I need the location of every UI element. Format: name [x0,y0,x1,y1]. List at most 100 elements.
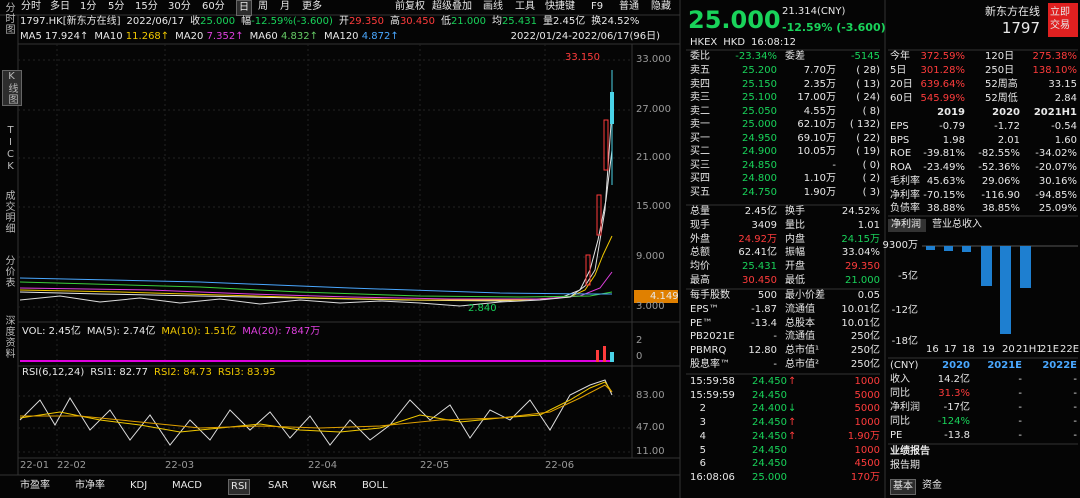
y-tick-label: -12亿 [891,305,918,316]
rsi-bar: RSI(6,12,24) RSI1: 82.77 RSI2: 84.73 RSI3: … [22,366,276,380]
price: 24.450 [752,444,787,456]
value: 1.60 [1054,134,1077,146]
tool-button[interactable]: 画线 [483,1,503,12]
price: 25.000 [688,6,781,34]
label: 报告期 [890,460,920,471]
chart-tab[interactable]: 净利润 [891,219,921,230]
y-tick-label: 9300万 [882,240,918,251]
period-tab[interactable]: 15分 [135,1,158,12]
tool-button[interactable]: 前复权 [395,1,425,12]
label: 62.10万 [797,119,836,130]
period-tab[interactable]: 更多 [302,1,322,12]
quote-bar: 1797.HK[新东方在线] 2022/06/17 收25.000 幅-12.59%(… [20,15,639,29]
indicator-tab[interactable]: KDJ [130,480,148,491]
value: 24.750 [742,186,777,198]
value: 500 [757,290,777,301]
value: 250亿 [850,359,880,370]
tool-button[interactable]: 超级叠加 [432,1,472,12]
tool-button[interactable]: 普通 [619,1,639,12]
indicator-tab[interactable]: BOLL [362,480,388,491]
chart-tab[interactable]: 营业总收入 [932,219,982,230]
value: -1.87 [751,303,777,315]
value: -17亿 [943,402,970,413]
price: 24.400 [752,403,787,415]
label: 外盘 [690,233,710,245]
time: 6 [699,458,706,470]
label: RSI3: [217,367,244,378]
side-tab[interactable]: K线图 [2,70,22,106]
value: ( 3) [862,186,880,198]
label: 16:08:12 [751,37,796,48]
indicator-tab[interactable]: RSI [228,479,251,495]
label: HKD [723,37,746,48]
side-tab[interactable]: 深度资料 [3,315,14,359]
value: 250亿 [850,331,880,343]
vol-ma: MA(10): 1.51亿 [161,325,236,339]
period-tab[interactable]: 月 [280,1,290,12]
ma: MA10 11.268↑ [94,30,169,44]
panel-tab[interactable]: 资金 [922,480,942,491]
y-tick-label: -5亿 [898,271,918,282]
period-tab[interactable]: 分时 [21,1,41,12]
rsi-line: RSI1: 82.77 [90,366,148,380]
direction: ↑ [788,417,797,429]
label: 买五 [690,186,710,198]
period-tab[interactable]: 60分 [202,1,225,12]
value: -1.72 [994,121,1020,132]
price: 24.450 [752,430,787,442]
value: 372.59% [920,51,966,62]
volume: 1000 [854,417,880,429]
label: ROA [890,162,912,174]
label: 收 [190,16,201,27]
period-tab[interactable]: 5分 [108,1,125,12]
tool-button[interactable]: 工具 [515,1,535,12]
value: 62.41亿 [738,247,777,259]
value: -52.36% [978,162,1020,174]
period-tab[interactable]: 周 [258,1,268,12]
value: -0.79 [939,121,965,132]
x-tick-label: 19 [982,344,995,355]
indicator-tab[interactable]: W&R [312,480,337,491]
ma: MA20 7.352↑ [175,30,243,44]
side-tab[interactable]: TICK [5,125,16,173]
label: BPS [890,134,910,146]
value: - [1018,388,1022,399]
value: ( 28) [856,65,880,76]
indicator-tab[interactable]: 市净率 [75,480,105,491]
label: 买三 [690,159,710,171]
value: 25.431 [742,261,777,273]
time: 4 [699,430,706,442]
label: MA5 [20,31,42,42]
value: 250亿 [850,345,880,357]
label: 69.10万 [797,132,836,144]
period-tab[interactable]: 1分 [80,1,97,12]
panel-tab[interactable]: 基本 [890,479,916,495]
label: 20日 [890,79,913,90]
trade-button[interactable]: 立即交易 [1050,7,1070,31]
value: 25.200 [742,65,777,76]
label: 2.35万 [803,78,836,90]
period-tab[interactable]: 多日 [50,1,70,12]
side-tab[interactable]: 成交明细 [3,190,14,234]
indicator-tab[interactable]: SAR [268,480,289,491]
tool-button[interactable]: F9 [591,1,604,12]
period-tab[interactable]: 日 [236,0,252,16]
value: -70.15% [923,189,965,201]
value: 10.01亿 [841,317,880,329]
value: 1.01 [857,219,880,231]
tool-button[interactable]: 隐藏 [651,1,671,12]
indicator-tab[interactable]: MACD [172,480,202,491]
y-tick-label: 2 [636,335,643,346]
side-tab[interactable]: 分时图 [3,2,14,35]
indicator-tab[interactable]: 市盈率 [20,480,50,491]
side-tab[interactable]: 分价表 [3,255,14,288]
label: -12.59%(-3.600) [251,16,333,27]
price: 24.450 [752,389,787,401]
y-tick-label: -18亿 [891,336,918,347]
tool-button[interactable]: 快捷键 [545,1,575,12]
label: 29.350 [348,16,384,27]
label: 买一 [690,132,710,144]
label: PE™ [690,317,713,329]
last-price: 4.149 [650,291,679,302]
period-tab[interactable]: 30分 [168,1,191,12]
